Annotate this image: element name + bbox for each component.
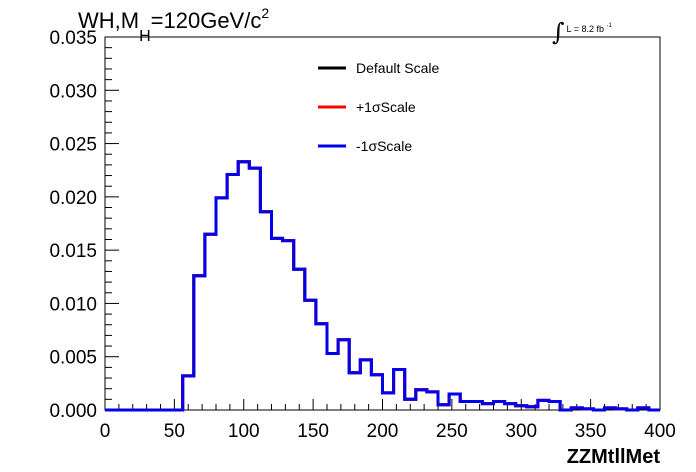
x-tick-label: 300 — [505, 421, 537, 442]
legend-label: -1σScale — [356, 138, 412, 154]
title-superscript: 2 — [261, 5, 270, 21]
x-axis: 0 50 100 150 200 250 300 350 400 — [100, 399, 676, 442]
legend: Default Scale +1σScale -1σScale — [318, 60, 439, 154]
legend-label: +1σScale — [356, 99, 416, 115]
x-tick-label: 50 — [164, 421, 185, 442]
x-axis-label: ZZMtllMet — [567, 446, 661, 468]
luminosity-text: L = 8.2 fb — [566, 24, 604, 34]
integral-symbol: ∫ — [552, 18, 565, 46]
luminosity-label: ∫ L = 8.2 fb -1 — [552, 10, 612, 46]
series-line-1 — [105, 160, 660, 412]
x-tick-label: 100 — [228, 421, 260, 442]
x-tick-label: 250 — [436, 421, 468, 442]
y-tick-label: 0.015 — [49, 241, 97, 262]
y-tick-label: 0.030 — [49, 81, 97, 102]
chart-title: WH,MH=120GeV/c2 — [78, 5, 270, 45]
x-tick-label: 200 — [367, 421, 399, 442]
y-tick-label: 0.025 — [49, 135, 97, 156]
y-tick-label: 0.005 — [49, 348, 97, 369]
title-middle: =120GeV/c — [150, 8, 262, 33]
luminosity-exponent: -1 — [606, 23, 612, 29]
series-layer — [105, 160, 660, 412]
title-prefix: WH,M — [78, 8, 140, 33]
y-tick-label: 0.000 — [49, 401, 97, 422]
x-tick-label: 150 — [297, 421, 329, 442]
y-tick-label: 0.035 — [49, 28, 97, 49]
plot-frame — [104, 36, 661, 411]
y-tick-label: 0.020 — [49, 188, 97, 209]
y-tick-label: 0.010 — [49, 294, 97, 315]
x-tick-label: 350 — [575, 421, 607, 442]
series-line-2 — [105, 160, 660, 412]
series-line-0 — [105, 160, 660, 412]
y-axis: 0.000 0.005 0.010 0.015 0.020 0.025 0.030 0.035 — [49, 28, 119, 422]
x-tick-label: 0 — [100, 421, 111, 442]
legend-label: Default Scale — [356, 60, 439, 76]
x-tick-label: 400 — [644, 421, 676, 442]
title-subscript: H — [139, 28, 151, 45]
